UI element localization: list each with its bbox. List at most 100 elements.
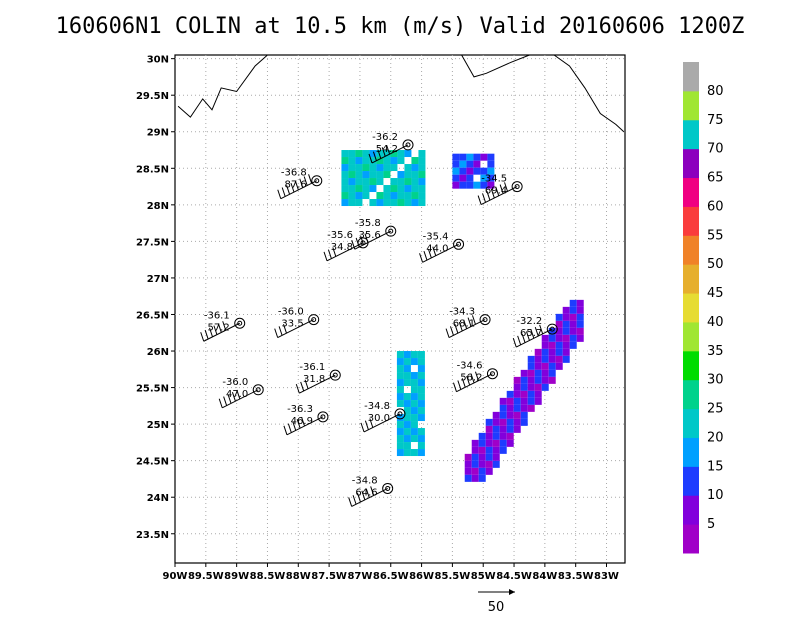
wind-cell xyxy=(478,432,486,440)
wind-cell xyxy=(348,199,356,207)
wind-cell xyxy=(376,199,384,207)
wind-cell xyxy=(418,164,426,172)
wind-cell xyxy=(569,313,577,321)
wind-cell xyxy=(396,372,404,380)
station-circle xyxy=(511,181,523,193)
colorbar-segment xyxy=(683,437,699,467)
wind-barb-flag xyxy=(222,321,227,331)
wind-barb-flag xyxy=(304,379,309,389)
wind-cell xyxy=(471,460,479,468)
wind-cell xyxy=(569,334,577,342)
colorbar-label: 5 xyxy=(707,517,715,532)
wind-barb-flag xyxy=(512,337,517,348)
wind-cell xyxy=(383,171,391,179)
colorbar-label: 10 xyxy=(707,488,724,503)
wind-cell xyxy=(506,404,514,412)
colorbar-segment xyxy=(683,177,699,207)
wind-barb-flag xyxy=(499,184,504,194)
wind-cell xyxy=(464,460,472,468)
wind-barb-flag xyxy=(217,323,222,333)
wind-cell xyxy=(383,185,391,193)
wind-barb-flag xyxy=(530,329,535,339)
station-dot xyxy=(388,228,394,234)
wind-cell xyxy=(355,199,363,207)
colorbar-segment xyxy=(683,495,699,525)
wind-cell xyxy=(534,355,542,363)
station-circle xyxy=(385,225,397,237)
wind-cell xyxy=(520,418,528,426)
wind-cell xyxy=(485,460,493,468)
wind-cell xyxy=(513,411,521,419)
wind-cell xyxy=(417,372,425,380)
wind-cell xyxy=(471,446,479,454)
wind-cell xyxy=(348,185,356,193)
wind-barb-flag xyxy=(477,195,482,205)
observation-temp: -32.2 xyxy=(516,316,542,327)
wind-cell xyxy=(499,404,507,412)
station-circle xyxy=(311,175,323,187)
wind-barb-flag xyxy=(231,392,236,402)
station-dot xyxy=(456,241,462,247)
wind-cell xyxy=(480,167,488,175)
wind-cell xyxy=(520,383,528,391)
wind-cell xyxy=(513,425,521,433)
wind-cell xyxy=(527,397,535,405)
wind-barb-flag xyxy=(213,325,218,335)
observation-temp: -36.2 xyxy=(372,132,398,143)
wind-cell xyxy=(355,192,363,200)
wind-cell xyxy=(534,362,542,370)
wind-cell xyxy=(478,453,486,461)
wind-cell xyxy=(390,199,398,207)
wind-cell xyxy=(397,199,405,207)
colorbar-label: 35 xyxy=(707,344,724,359)
observation: -36.346.9 xyxy=(283,404,329,436)
wind-cell xyxy=(396,351,404,359)
wind-cell xyxy=(404,164,412,172)
wind-cell xyxy=(362,192,370,200)
station-circle xyxy=(252,384,264,396)
y-tick-label: 25.5N xyxy=(136,384,169,395)
y-tick-label: 27.5N xyxy=(136,237,169,248)
observation-temp: -34.3 xyxy=(449,307,475,318)
wind-cell xyxy=(513,397,521,405)
wind-cell xyxy=(492,425,500,433)
observation-speed: 56.2 xyxy=(460,373,482,384)
wind-cell xyxy=(478,460,486,468)
wind-cell xyxy=(520,376,528,384)
wind-cell xyxy=(376,192,384,200)
wind-cell xyxy=(417,400,425,408)
station-dot xyxy=(385,485,391,491)
station-circle xyxy=(382,482,394,494)
wind-barb-flag xyxy=(474,371,479,381)
wind-barb-flag xyxy=(517,335,522,346)
wind-cell xyxy=(369,171,377,179)
x-tick-label: 89.5W xyxy=(188,571,224,582)
wind-cell xyxy=(485,425,493,433)
wind-cell xyxy=(417,442,425,450)
colorbar-segment xyxy=(683,350,699,381)
x-tick-label: 83W xyxy=(594,571,619,582)
observation-temp: -36.3 xyxy=(287,404,313,415)
wind-cell xyxy=(362,164,370,172)
observation-speed: 68.1 xyxy=(453,319,475,330)
y-tick-label: 29.5N xyxy=(136,91,169,102)
station-dot xyxy=(255,387,261,393)
wind-cell xyxy=(348,171,356,179)
wind-cell xyxy=(487,167,495,175)
observation-temp: -35.4 xyxy=(423,231,449,242)
colorbar-label: 65 xyxy=(707,171,724,186)
wind-cell xyxy=(548,355,556,363)
wind-cell xyxy=(397,178,405,186)
chart-title: 160606N1 COLIN at 10.5 km (m/s) Valid 20… xyxy=(55,14,745,39)
wind-cell xyxy=(473,181,481,189)
reference-arrow-head xyxy=(509,589,515,595)
wind-cell xyxy=(499,425,507,433)
wind-cell xyxy=(576,327,584,335)
colorbar-segment xyxy=(683,206,699,236)
wind-cell xyxy=(471,474,479,482)
wind-cell xyxy=(355,150,363,158)
wind-cell xyxy=(485,439,493,447)
wind-cell xyxy=(397,171,405,179)
wind-patch-northern xyxy=(341,150,426,207)
wind-cell xyxy=(417,393,425,401)
